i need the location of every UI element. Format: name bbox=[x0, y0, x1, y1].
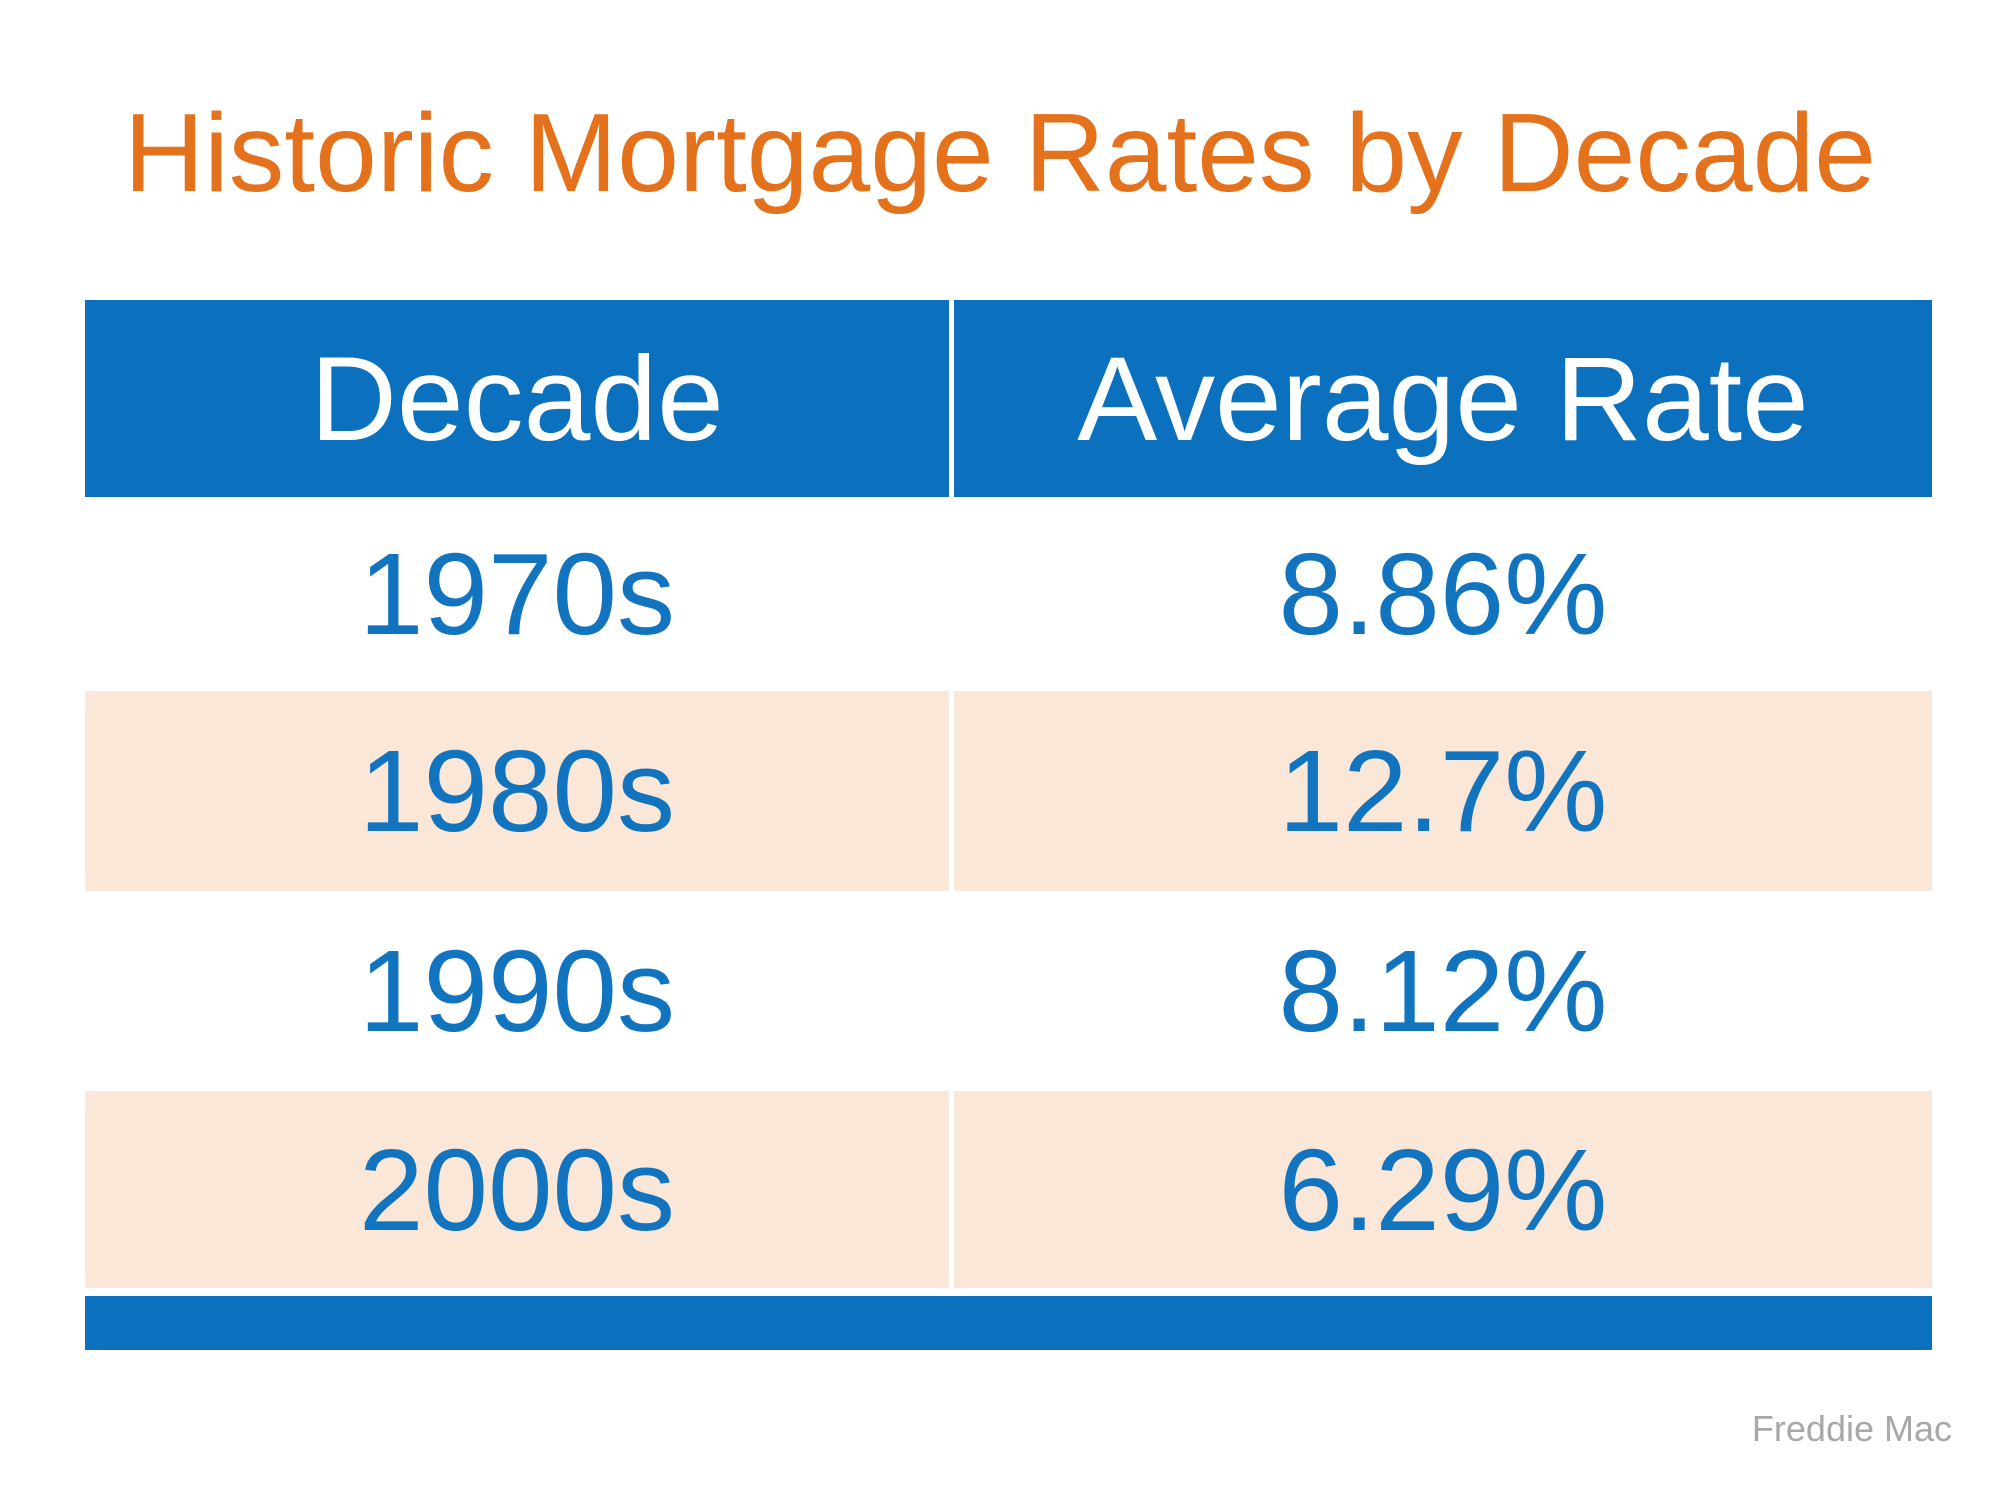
bottom-accent-bar bbox=[85, 1296, 1932, 1350]
decade-cell: 1970s bbox=[85, 497, 949, 691]
table-row: 1970s 8.86% bbox=[85, 497, 1932, 691]
table-row: 1990s 8.12% bbox=[85, 891, 1932, 1091]
decade-cell: 2000s bbox=[85, 1091, 949, 1288]
decade-cell: 1980s bbox=[85, 691, 949, 891]
slide-title: Historic Mortgage Rates by Decade bbox=[123, 91, 1877, 215]
rate-cell: 8.12% bbox=[954, 891, 1932, 1091]
decade-cell: 1990s bbox=[85, 891, 949, 1091]
rate-cell: 6.29% bbox=[954, 1091, 1932, 1288]
table-row: 1980s 12.7% bbox=[85, 691, 1932, 891]
rate-cell: 12.7% bbox=[954, 691, 1932, 891]
table-header-row: Decade Average Rate bbox=[85, 300, 1932, 497]
rate-cell: 8.86% bbox=[954, 497, 1932, 691]
rates-table: Decade Average Rate 1970s 8.86% 1980s 12… bbox=[85, 300, 1932, 1288]
table-row: 2000s 6.29% bbox=[85, 1091, 1932, 1288]
source-attribution: Freddie Mac bbox=[1751, 1408, 1952, 1449]
column-header-decade: Decade bbox=[85, 300, 949, 497]
column-header-average-rate: Average Rate bbox=[954, 300, 1932, 497]
